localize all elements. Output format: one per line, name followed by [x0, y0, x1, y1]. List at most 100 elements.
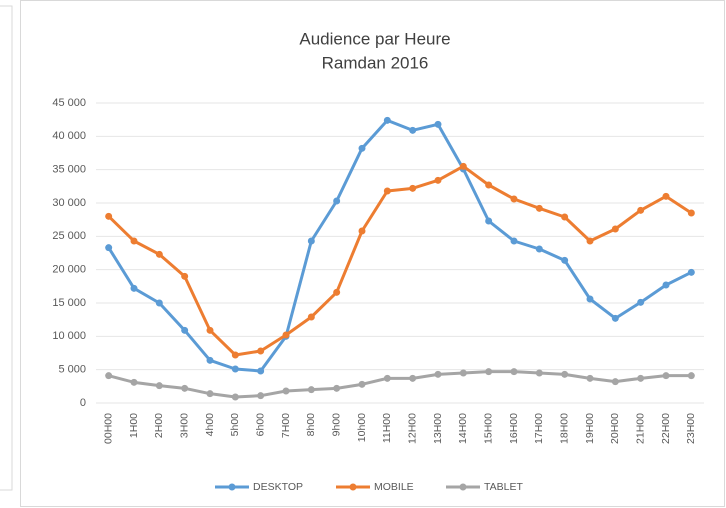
x-tick-label: 17H00	[533, 413, 545, 444]
series-marker	[383, 187, 391, 195]
series-marker	[535, 204, 543, 212]
legend-label: DESKTOP	[253, 481, 303, 493]
x-tick-label: 00H00	[102, 413, 114, 444]
legend-marker	[459, 483, 467, 491]
series-marker	[611, 225, 619, 233]
series-marker	[611, 314, 619, 322]
series-marker	[181, 326, 189, 334]
y-tick-label: 10 000	[52, 330, 86, 342]
series-marker	[510, 237, 518, 245]
series-marker	[434, 120, 442, 128]
series-marker	[105, 372, 113, 380]
series-marker	[307, 237, 315, 245]
y-tick-label: 25 000	[52, 230, 86, 242]
legend-marker	[349, 483, 357, 491]
side-panel	[0, 5, 13, 491]
chart-subtitle: Ramdan 2016	[322, 53, 429, 72]
series-marker	[586, 237, 594, 245]
series-marker	[459, 369, 467, 377]
series-marker	[687, 209, 695, 217]
series-marker	[662, 192, 670, 200]
x-tick-label: 11H00	[381, 413, 393, 443]
series-marker	[510, 195, 518, 203]
x-tick-label: 4h00	[204, 413, 216, 437]
series-marker	[181, 384, 189, 392]
series-marker	[231, 365, 239, 373]
y-tick-label: 20 000	[52, 264, 86, 276]
series-marker	[434, 176, 442, 184]
x-tick-label: 12H00	[406, 413, 418, 444]
series-marker	[307, 386, 315, 394]
series-marker	[409, 184, 417, 192]
series-marker	[409, 126, 417, 134]
y-tick-label: 35 000	[52, 164, 86, 176]
x-tick-label: 7H00	[280, 413, 292, 438]
series-marker	[333, 384, 341, 392]
series-marker	[358, 380, 366, 388]
x-tick-label: 23H00	[685, 413, 697, 444]
legend-marker	[228, 483, 236, 491]
series-marker	[485, 181, 493, 189]
x-tick-label: 2H00	[153, 413, 165, 438]
series-marker	[358, 144, 366, 152]
series-marker	[383, 374, 391, 382]
series-marker	[687, 268, 695, 276]
y-tick-label: 30 000	[52, 197, 86, 209]
series-marker	[282, 331, 290, 339]
x-tick-label: 16H00	[508, 413, 520, 444]
series-marker	[637, 206, 645, 214]
series-marker	[383, 116, 391, 124]
series-marker	[181, 272, 189, 280]
series-marker	[206, 356, 214, 364]
legend-label: MOBILE	[374, 481, 414, 493]
series-marker	[662, 372, 670, 380]
series-marker	[333, 197, 341, 205]
series-marker	[434, 370, 442, 378]
x-tick-label: 21H00	[634, 413, 646, 444]
series-marker	[485, 368, 493, 376]
series-marker	[231, 393, 239, 401]
x-tick-label: 19H00	[584, 413, 596, 444]
series-marker	[535, 245, 543, 253]
x-tick-label: 10h00	[356, 413, 368, 442]
series-marker	[307, 313, 315, 321]
x-tick-label: 8h00	[305, 413, 317, 437]
x-tick-label: 13H00	[432, 413, 444, 444]
series-marker	[105, 212, 113, 220]
series-marker	[409, 374, 417, 382]
x-tick-label: 15H00	[482, 413, 494, 444]
series-marker	[257, 367, 265, 375]
legend-label: TABLET	[484, 481, 523, 493]
y-tick-label: 45 000	[52, 97, 86, 109]
series-marker	[206, 390, 214, 398]
series-marker	[586, 295, 594, 303]
series-marker	[130, 237, 138, 245]
series-marker	[662, 281, 670, 289]
series-marker	[687, 372, 695, 380]
series-marker	[155, 250, 163, 258]
x-tick-label: 6h00	[254, 413, 266, 437]
y-tick-label: 0	[80, 397, 86, 409]
series-marker	[561, 213, 569, 221]
chart-title: Audience par Heure	[299, 29, 450, 48]
series-marker	[130, 378, 138, 386]
series-marker	[586, 374, 594, 382]
series-marker	[257, 347, 265, 355]
series-marker	[231, 351, 239, 359]
series-marker	[459, 162, 467, 170]
series-marker	[358, 227, 366, 235]
series-line	[107, 118, 693, 373]
series-marker	[611, 378, 619, 386]
series-marker	[155, 299, 163, 307]
series-marker	[485, 217, 493, 225]
series-marker	[206, 326, 214, 334]
x-tick-label: 14H00	[457, 413, 469, 444]
series-marker	[510, 368, 518, 376]
y-tick-label: 15 000	[52, 297, 86, 309]
x-tick-label: 22H00	[660, 413, 672, 444]
series-line	[108, 370, 692, 399]
chart-frame	[20, 0, 725, 507]
series-marker	[637, 298, 645, 306]
series-marker	[105, 244, 113, 252]
series-line	[107, 164, 693, 357]
